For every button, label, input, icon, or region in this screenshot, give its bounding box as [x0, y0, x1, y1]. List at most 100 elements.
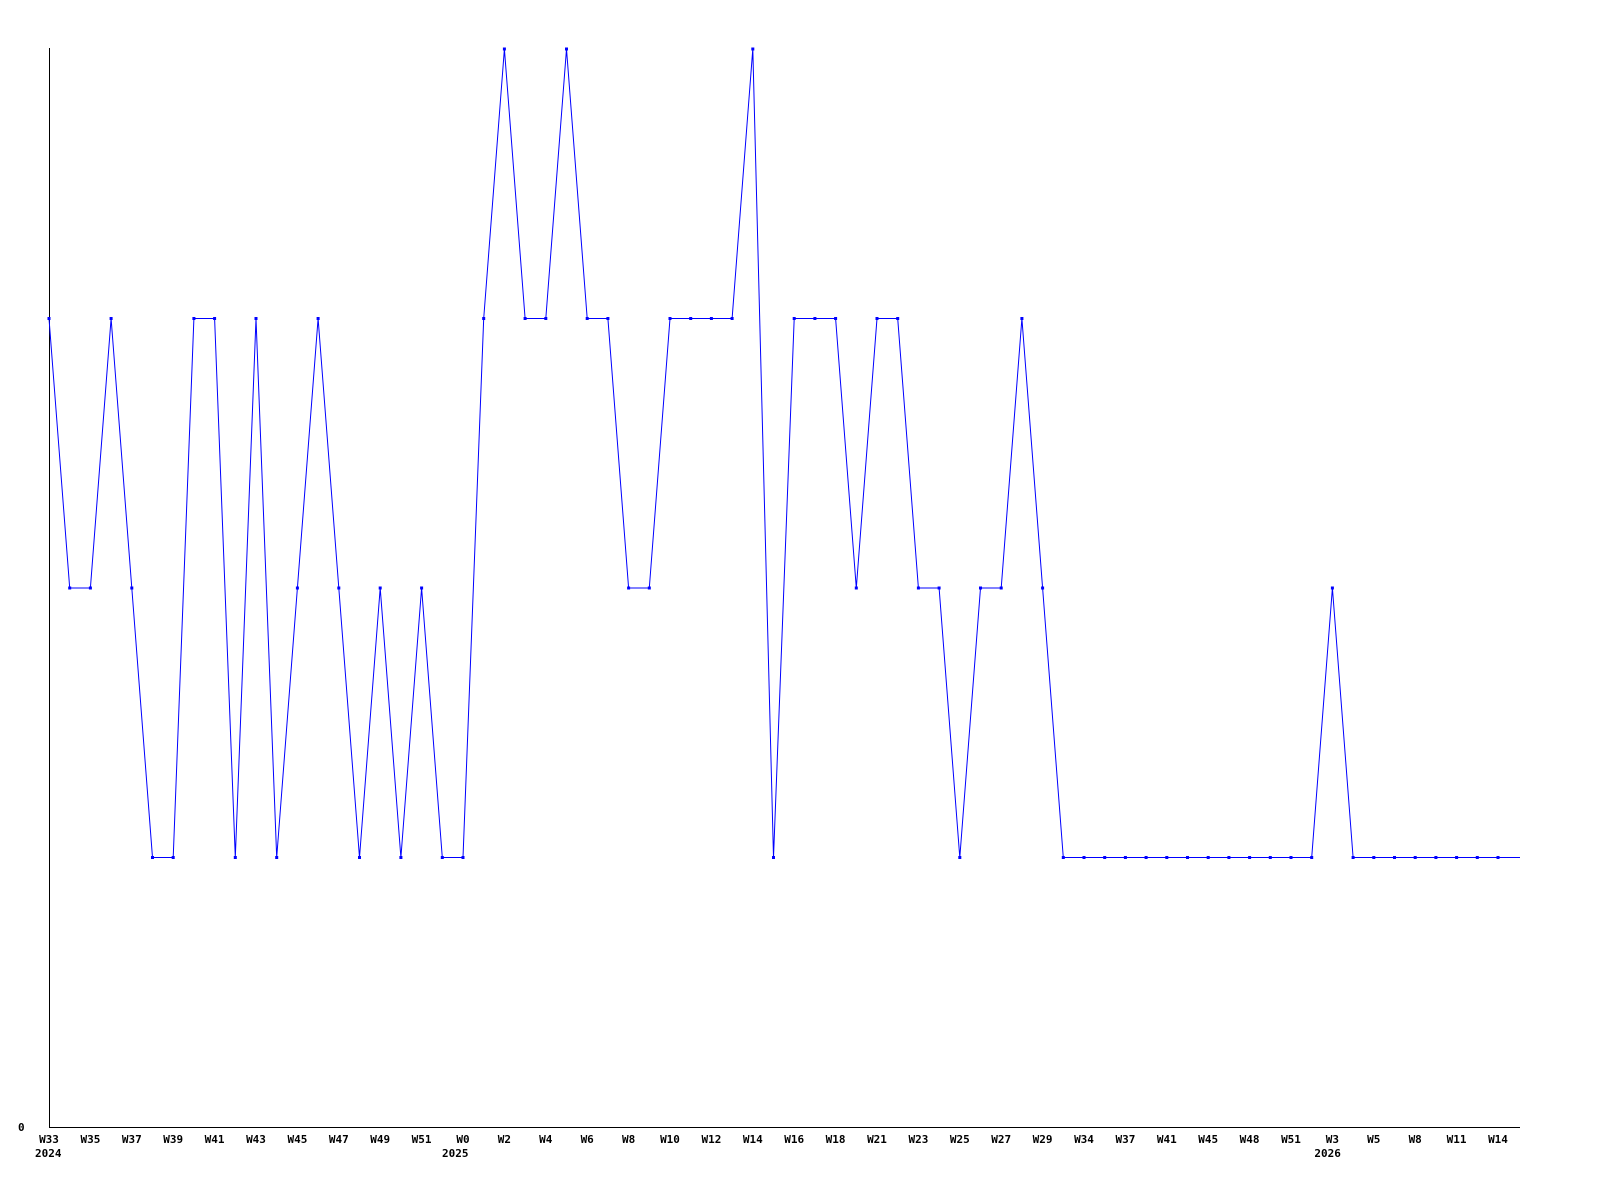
data-point: [1393, 856, 1396, 859]
data-point: [1310, 856, 1314, 859]
data-point: [88, 586, 92, 590]
x-tick-label: W11: [1447, 1133, 1467, 1146]
x-tick-label: W0: [456, 1133, 469, 1146]
x-tick-label: W34: [1074, 1133, 1094, 1146]
x-tick-label: W5: [1367, 1133, 1380, 1146]
x-year-label: 2025: [442, 1147, 469, 1160]
data-point: [461, 856, 465, 859]
series-line: [48, 48, 1520, 858]
data-point: [772, 856, 775, 859]
data-point: [709, 317, 713, 320]
x-tick-label: W47: [329, 1133, 349, 1146]
data-point: [109, 317, 113, 320]
data-point: [1475, 856, 1479, 859]
data-point: [1123, 856, 1127, 859]
x-tick-label: W41: [205, 1133, 225, 1146]
data-point: [1227, 856, 1231, 859]
x-tick-label: W35: [80, 1133, 100, 1146]
data-point: [896, 317, 900, 320]
x-tick-label: W2: [498, 1133, 511, 1146]
data-point: [47, 317, 51, 320]
x-tick-label: W8: [622, 1133, 635, 1146]
x-year-label: 2024: [35, 1147, 62, 1160]
data-point: [254, 317, 258, 320]
data-point: [233, 856, 237, 859]
data-point: [1165, 856, 1169, 859]
data-point: [1206, 856, 1210, 859]
data-point: [275, 856, 279, 859]
data-point: [68, 586, 72, 590]
data-point: [730, 317, 734, 320]
data-point: [751, 47, 755, 51]
data-point: [213, 317, 217, 320]
x-tick-label: W49: [370, 1133, 390, 1146]
x-tick-label: W45: [1198, 1133, 1218, 1146]
data-point: [958, 856, 962, 859]
data-point: [151, 856, 154, 859]
data-point: [647, 586, 651, 590]
data-point: [337, 586, 341, 590]
data-point: [378, 586, 382, 590]
data-point: [999, 586, 1003, 590]
x-year-label: 2026: [1314, 1147, 1341, 1160]
data-point: [130, 586, 134, 590]
data-point: [813, 317, 817, 320]
data-point: [627, 586, 631, 590]
data-point: [1082, 856, 1086, 859]
y-tick-label: 0: [18, 1121, 25, 1134]
data-point: [1372, 856, 1376, 859]
x-tick-label: W25: [950, 1133, 970, 1146]
data-point: [1268, 856, 1272, 859]
data-point: [544, 317, 548, 320]
data-point: [358, 856, 361, 859]
x-tick-label: W43: [246, 1133, 266, 1146]
data-point: [399, 856, 403, 859]
x-tick-label: W14: [743, 1133, 763, 1146]
data-point: [1248, 856, 1252, 859]
x-tick-label: W51: [1281, 1133, 1301, 1146]
data-point: [585, 317, 589, 320]
data-point: [875, 317, 879, 320]
data-point: [1496, 856, 1500, 859]
data-point: [1434, 856, 1438, 859]
data-point: [1061, 856, 1065, 859]
x-tick-label: W18: [826, 1133, 846, 1146]
x-tick-label: W29: [1033, 1133, 1053, 1146]
x-tick-label: W37: [1115, 1133, 1135, 1146]
data-point: [1330, 586, 1334, 590]
data-point: [1103, 856, 1107, 859]
x-tick-label: W33: [39, 1133, 59, 1146]
data-point: [937, 586, 941, 590]
data-point: [668, 317, 672, 320]
data-point: [316, 317, 320, 320]
data-point: [834, 317, 838, 320]
x-tick-label: W12: [701, 1133, 721, 1146]
data-point: [420, 586, 424, 590]
data-point: [1413, 856, 1417, 859]
x-tick-label: W37: [122, 1133, 142, 1146]
data-point: [979, 586, 982, 590]
x-tick-label: W41: [1157, 1133, 1177, 1146]
x-tick-label: W51: [412, 1133, 432, 1146]
x-tick-label: W23: [908, 1133, 928, 1146]
x-tick-label: W39: [163, 1133, 183, 1146]
data-point: [1351, 856, 1355, 859]
data-point: [1289, 856, 1293, 859]
data-point: [1144, 856, 1148, 859]
data-point: [1455, 856, 1459, 859]
data-point: [502, 47, 506, 51]
data-point: [171, 856, 175, 859]
x-tick-label: W27: [991, 1133, 1011, 1146]
data-point: [1041, 586, 1045, 590]
x-tick-label: W16: [784, 1133, 804, 1146]
x-tick-label: W8: [1409, 1133, 1422, 1146]
data-point: [606, 317, 610, 320]
data-point: [565, 47, 568, 51]
x-tick-label: W3: [1326, 1133, 1339, 1146]
data-point: [689, 317, 693, 320]
data-point: [192, 317, 196, 320]
data-point: [523, 317, 527, 320]
data-point: [1020, 317, 1024, 320]
data-point: [440, 856, 444, 859]
